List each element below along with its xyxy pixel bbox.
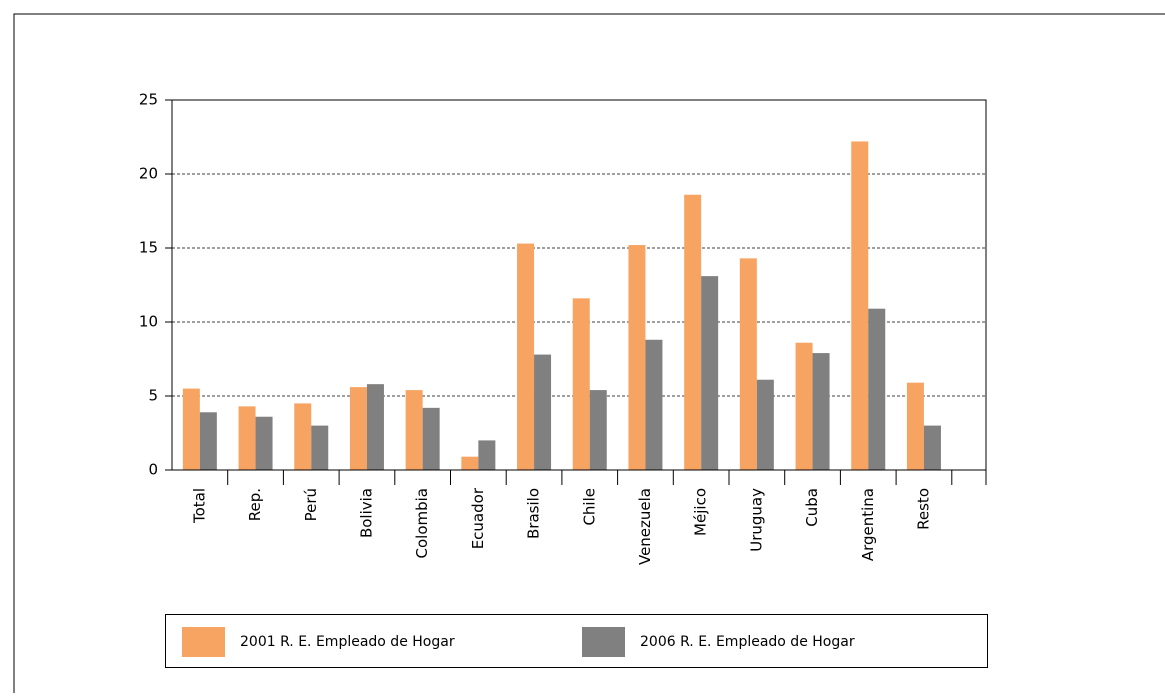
bar [405, 390, 423, 470]
bar [684, 194, 702, 470]
x-tick-label: Ecuador [469, 487, 487, 549]
bar [422, 407, 440, 470]
legend-box [165, 614, 988, 668]
bar [238, 406, 256, 470]
bar [589, 390, 607, 470]
legend-label: 2001 R. E. Empleado de Hogar [240, 634, 455, 650]
x-tick-label: Uruguay [747, 488, 765, 552]
bar [701, 276, 719, 470]
frame [13, 13, 1165, 693]
x-tick-label: Argentina [859, 488, 877, 561]
bar [517, 243, 535, 470]
bar [572, 298, 590, 470]
bar [923, 425, 941, 470]
bar [349, 387, 367, 470]
y-tick-label: 0 [148, 461, 158, 479]
x-tick-label: Rep. [246, 488, 264, 521]
bar [534, 354, 552, 470]
y-tick-label: 20 [139, 165, 158, 183]
y-tick-label: 25 [139, 91, 158, 109]
bar [851, 141, 869, 470]
x-tick-label: Resto [914, 488, 932, 530]
bar [812, 353, 830, 470]
bar [366, 384, 384, 470]
y-tick-label: 5 [148, 387, 158, 405]
bar [645, 339, 663, 470]
bar [199, 412, 217, 470]
x-tick-label: Venezuela [636, 488, 654, 565]
x-tick-label: Bolivia [357, 488, 375, 538]
bar [461, 456, 479, 470]
axes [171, 99, 987, 471]
legend-swatch [182, 627, 225, 657]
bar [255, 416, 273, 470]
bar [182, 388, 200, 470]
x-tick-label: Colombia [413, 488, 431, 559]
bar [294, 403, 312, 470]
x-tick-label: Méjico [692, 488, 710, 536]
bar [756, 379, 774, 470]
x-tick-label: Cuba [803, 488, 821, 527]
bar [628, 245, 646, 470]
bar [478, 440, 496, 470]
legend-swatch [582, 627, 625, 657]
bar [795, 342, 813, 470]
legend-label: 2006 R. E. Empleado de Hogar [640, 634, 855, 650]
bar [311, 425, 329, 470]
x-tick-label: Chile [580, 488, 598, 526]
x-tick-label: Perú [302, 488, 320, 521]
x-tick-label: Total [190, 488, 208, 524]
bar [739, 258, 757, 470]
x-tick-label: Brasilo [525, 488, 543, 539]
bar [868, 308, 886, 470]
y-tick-label: 10 [139, 313, 158, 331]
bar [906, 382, 924, 470]
y-tick-label: 15 [139, 239, 158, 257]
